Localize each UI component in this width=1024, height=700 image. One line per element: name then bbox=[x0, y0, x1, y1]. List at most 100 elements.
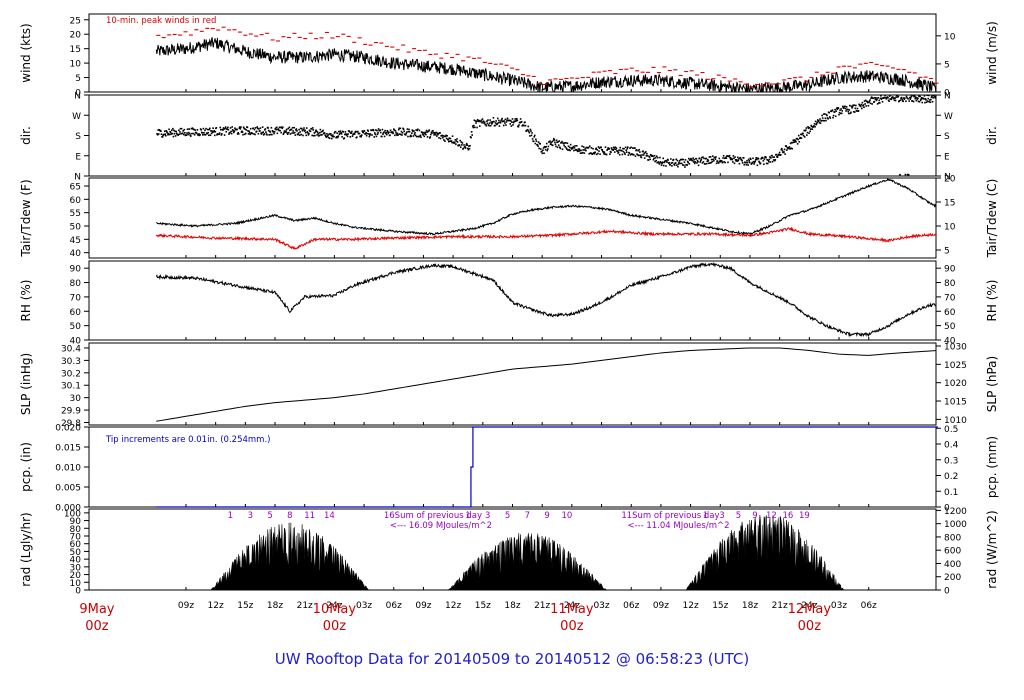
series-wind_direction bbox=[667, 159, 669, 161]
xtick-label: 18z bbox=[742, 601, 758, 611]
series-wind_direction bbox=[758, 160, 760, 163]
series-wind_direction bbox=[486, 122, 489, 125]
series-wind_direction bbox=[193, 133, 196, 136]
series-wind_direction bbox=[206, 132, 208, 135]
series-wind_direction bbox=[379, 129, 382, 131]
series-wind_direction bbox=[781, 147, 783, 150]
series-wind_direction bbox=[429, 136, 432, 138]
series-wind_direction bbox=[806, 134, 808, 136]
series-wind_direction bbox=[861, 107, 863, 110]
series-wind_direction bbox=[373, 136, 376, 138]
series-wind_direction bbox=[802, 132, 804, 135]
series-wind_direction bbox=[362, 131, 365, 134]
xtick-label: 24z bbox=[326, 601, 342, 611]
series-wind_direction bbox=[400, 133, 402, 136]
series-wind_direction bbox=[832, 116, 834, 119]
series-wind_direction bbox=[321, 130, 324, 133]
series-wind_direction bbox=[840, 112, 843, 115]
series-wind_direction bbox=[158, 128, 161, 131]
series-wind_direction bbox=[297, 133, 299, 136]
series-wind_direction bbox=[670, 162, 673, 164]
series-wind_direction bbox=[771, 154, 773, 157]
series-wind_direction bbox=[401, 132, 404, 134]
series-wind_direction bbox=[190, 135, 192, 137]
ytick-right-label-rad: 1200 bbox=[944, 507, 967, 517]
series-wind_direction bbox=[333, 132, 336, 134]
series-wind_direction bbox=[531, 132, 533, 134]
series-wind_direction bbox=[524, 121, 526, 123]
series-wind_direction bbox=[449, 140, 451, 143]
series-wind_direction bbox=[569, 149, 571, 152]
series-wind_direction bbox=[296, 130, 298, 132]
series-wind_direction bbox=[624, 153, 626, 156]
series-wind_direction bbox=[907, 173, 910, 176]
series-wind_direction bbox=[505, 124, 507, 126]
series-wind_direction bbox=[582, 149, 585, 151]
series-wind_direction bbox=[369, 134, 371, 136]
series-wind_direction bbox=[346, 135, 349, 138]
series-wind_direction bbox=[240, 126, 242, 128]
series-wind_direction bbox=[436, 135, 438, 137]
series-wind_direction bbox=[736, 156, 739, 159]
series-wind_direction bbox=[450, 140, 453, 142]
series-wind_direction bbox=[681, 158, 684, 161]
series-wind_direction bbox=[653, 154, 656, 157]
series-wind_direction bbox=[283, 130, 286, 132]
series-wind_direction bbox=[508, 119, 511, 122]
series-wind_direction bbox=[542, 149, 544, 151]
series-wind_direction bbox=[669, 163, 672, 166]
series-wind_direction bbox=[329, 133, 332, 135]
series-wind_direction bbox=[165, 130, 168, 132]
series-wind_direction bbox=[402, 127, 404, 130]
series-wind_direction bbox=[353, 133, 356, 135]
xtick-label: 18z bbox=[504, 601, 520, 611]
series-wind_direction bbox=[646, 155, 649, 157]
series-wind_direction bbox=[755, 156, 758, 159]
series-wind_direction bbox=[445, 137, 448, 140]
series-wind_direction bbox=[659, 160, 662, 163]
series-wind_direction bbox=[821, 114, 823, 117]
series-wind_direction bbox=[639, 154, 642, 157]
series-wind_direction bbox=[259, 127, 262, 129]
series-wind_direction bbox=[203, 131, 205, 134]
series-wind_direction bbox=[814, 120, 817, 123]
series-wind_direction bbox=[892, 96, 894, 98]
series-wind_direction bbox=[616, 150, 619, 152]
series-wind_direction bbox=[839, 112, 842, 115]
series-wind_direction bbox=[818, 119, 820, 122]
ytick-label-rh: 60 bbox=[70, 308, 82, 318]
series-wind_direction bbox=[455, 140, 458, 142]
xtick-label: 24z bbox=[801, 601, 817, 611]
series-wind_direction bbox=[218, 133, 220, 135]
series-wind_direction bbox=[854, 107, 857, 110]
series-wind_direction bbox=[189, 134, 192, 137]
series-wind_direction bbox=[361, 130, 364, 132]
series-wind_direction bbox=[226, 128, 229, 131]
series-wind_direction bbox=[174, 135, 177, 137]
series-wind_direction bbox=[631, 153, 633, 155]
series-wind_direction bbox=[382, 133, 384, 135]
ytick-label-rad: 70 bbox=[70, 533, 82, 543]
series-wind_direction bbox=[808, 126, 811, 129]
ylabel-wind: wind (kts) bbox=[19, 23, 33, 82]
series-wind_direction bbox=[547, 148, 549, 150]
series-wind_direction bbox=[229, 131, 231, 134]
series-wind_direction bbox=[272, 131, 275, 133]
series-wind_direction bbox=[287, 131, 290, 134]
series-wind_direction bbox=[905, 95, 908, 98]
ytick-label-slp: 29.8 bbox=[61, 419, 81, 429]
xtick-label: 03z bbox=[356, 601, 372, 611]
ytick-label-wind: 25 bbox=[70, 16, 81, 26]
series-wind_direction bbox=[647, 159, 650, 161]
series-wind_direction bbox=[715, 162, 718, 165]
series-wind_direction bbox=[665, 160, 668, 162]
series-wind_direction bbox=[425, 133, 427, 136]
series-wind_direction bbox=[330, 137, 333, 140]
series-wind_direction bbox=[328, 133, 330, 136]
series-wind_direction bbox=[315, 129, 317, 132]
series-wind_direction bbox=[193, 128, 195, 131]
ylabel-right-slp: SLP (hPa) bbox=[985, 356, 999, 412]
series-wind_direction bbox=[260, 133, 263, 135]
series-wind_direction bbox=[358, 132, 361, 135]
series-wind_direction bbox=[662, 164, 665, 167]
